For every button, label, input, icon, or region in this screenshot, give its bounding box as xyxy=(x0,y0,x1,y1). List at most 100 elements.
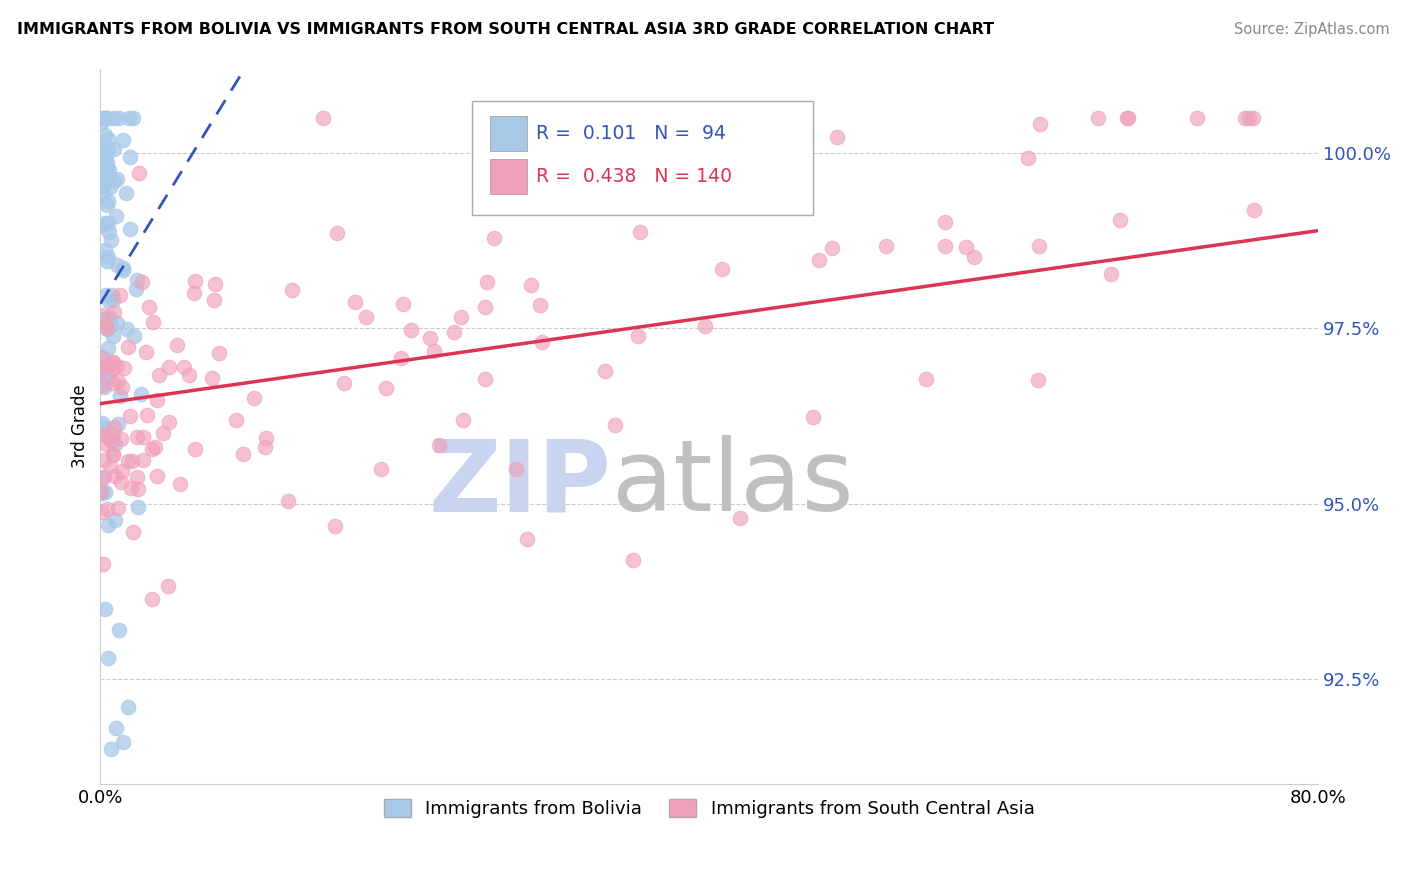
Point xyxy=(98,225,121,239)
Point xyxy=(96,322,118,336)
Point xyxy=(118,222,141,236)
Point xyxy=(129,386,152,401)
Point xyxy=(1099,267,1122,281)
Point xyxy=(423,343,446,358)
Point xyxy=(277,494,299,508)
Point xyxy=(94,111,117,125)
Text: IMMIGRANTS FROM BOLIVIA VS IMMIGRANTS FROM SOUTH CENTRAL ASIA 3RD GRADE CORRELAT: IMMIGRANTS FROM BOLIVIA VS IMMIGRANTS FR… xyxy=(17,22,994,37)
Point xyxy=(505,462,527,476)
Point xyxy=(1115,111,1137,125)
Point xyxy=(516,532,538,546)
Point xyxy=(142,315,165,329)
Legend: Immigrants from Bolivia, Immigrants from South Central Asia: Immigrants from Bolivia, Immigrants from… xyxy=(377,792,1042,825)
Point xyxy=(103,356,125,370)
Point xyxy=(98,458,121,473)
Point xyxy=(96,111,118,125)
Point xyxy=(105,359,128,373)
Point xyxy=(91,111,114,125)
Point xyxy=(100,318,122,332)
Point xyxy=(166,338,188,352)
Point xyxy=(103,304,125,318)
Point xyxy=(323,518,346,533)
Point xyxy=(96,501,118,516)
Point xyxy=(1243,202,1265,217)
Point xyxy=(104,513,127,527)
Point xyxy=(117,340,139,354)
Point xyxy=(243,391,266,405)
Point xyxy=(100,362,122,376)
Point xyxy=(91,471,114,485)
Point xyxy=(529,298,551,312)
Point xyxy=(93,453,115,467)
Point xyxy=(825,129,848,144)
Point xyxy=(281,284,304,298)
Point xyxy=(101,427,124,442)
Point xyxy=(135,345,157,359)
Point xyxy=(100,288,122,302)
Point xyxy=(1116,111,1139,125)
Point xyxy=(389,351,412,365)
Point xyxy=(111,133,134,147)
Point xyxy=(128,166,150,180)
Point xyxy=(157,360,180,375)
Point xyxy=(1109,212,1132,227)
Point xyxy=(628,225,651,239)
Point xyxy=(90,376,112,391)
Point xyxy=(627,328,650,343)
Point xyxy=(91,111,114,125)
Point xyxy=(520,278,543,293)
Point xyxy=(90,143,112,157)
Point xyxy=(370,462,392,476)
Point xyxy=(914,372,936,386)
Point xyxy=(104,437,127,451)
Point xyxy=(443,325,465,339)
Text: ZIP: ZIP xyxy=(429,435,612,533)
Point xyxy=(93,308,115,322)
Point xyxy=(131,275,153,289)
Point xyxy=(117,700,139,714)
Text: atlas: atlas xyxy=(612,435,853,533)
Point xyxy=(112,261,135,276)
Point xyxy=(120,481,142,495)
Point xyxy=(450,310,472,324)
Point xyxy=(93,427,115,442)
Point xyxy=(91,172,114,186)
Point xyxy=(93,167,115,181)
Point xyxy=(111,263,134,277)
Point xyxy=(343,295,366,310)
Point xyxy=(103,419,125,434)
Point xyxy=(1239,111,1261,125)
Point xyxy=(225,413,247,427)
Point xyxy=(90,416,112,430)
Point xyxy=(118,150,141,164)
Point xyxy=(97,341,120,355)
Point xyxy=(132,430,155,444)
Point xyxy=(110,475,132,489)
Point xyxy=(173,359,195,374)
Point xyxy=(184,274,207,288)
Point xyxy=(101,355,124,369)
Point xyxy=(117,454,139,468)
Point xyxy=(96,198,118,212)
Point xyxy=(143,441,166,455)
Bar xyxy=(491,117,527,151)
Point xyxy=(111,379,134,393)
Point xyxy=(354,310,377,324)
Point xyxy=(204,277,226,291)
Point xyxy=(141,442,163,457)
Point xyxy=(105,316,128,330)
Point xyxy=(108,389,131,403)
Point xyxy=(93,154,115,169)
Point xyxy=(93,311,115,326)
Point xyxy=(97,430,120,444)
Point xyxy=(103,111,125,125)
Point xyxy=(91,486,114,500)
Point xyxy=(100,742,122,756)
Point xyxy=(132,453,155,467)
Point xyxy=(114,186,136,201)
Point xyxy=(89,219,111,233)
Point xyxy=(127,500,149,514)
Point xyxy=(474,300,496,314)
Point xyxy=(104,721,127,735)
Point xyxy=(91,351,114,365)
